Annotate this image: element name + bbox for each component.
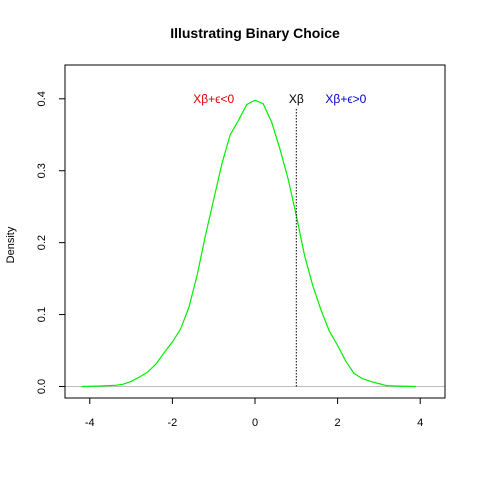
y-tick-label: 0.3 xyxy=(36,163,48,178)
annotation-label: Xβ+ϵ<0 xyxy=(193,92,234,106)
x-tick-label: 0 xyxy=(252,417,258,429)
y-tick-label: 0.2 xyxy=(36,235,48,250)
x-tick-label: 4 xyxy=(417,417,423,429)
annotation-label: Xβ xyxy=(289,92,304,106)
y-axis-label: Density xyxy=(5,226,17,263)
y-tick-label: 0.0 xyxy=(36,379,48,394)
x-tick-label: -2 xyxy=(168,417,178,429)
y-tick-label: 0.4 xyxy=(36,91,48,106)
x-tick-label: -4 xyxy=(85,417,95,429)
x-tick-label: 2 xyxy=(335,417,341,429)
chart-title: Illustrating Binary Choice xyxy=(170,25,340,41)
y-tick-label: 0.1 xyxy=(36,307,48,322)
annotation-label: Xβ+ϵ>0 xyxy=(325,92,366,106)
